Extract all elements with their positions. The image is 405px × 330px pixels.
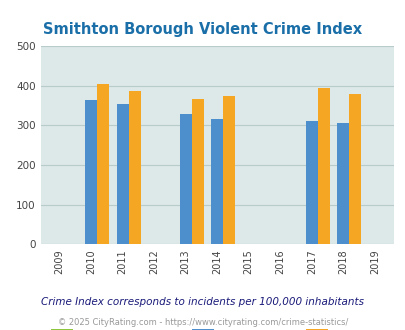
Bar	[348, 94, 360, 244]
Bar	[317, 88, 329, 244]
Bar	[97, 84, 109, 244]
Bar	[85, 100, 97, 244]
Bar	[211, 119, 223, 244]
Text: © 2025 CityRating.com - https://www.cityrating.com/crime-statistics/: © 2025 CityRating.com - https://www.city…	[58, 318, 347, 327]
Text: Smithton Borough Violent Crime Index: Smithton Borough Violent Crime Index	[43, 22, 362, 37]
Bar	[305, 121, 317, 244]
Text: Crime Index corresponds to incidents per 100,000 inhabitants: Crime Index corresponds to incidents per…	[41, 297, 364, 307]
Bar	[116, 104, 128, 244]
Legend: Smithton Borough, Pennsylvania, National: Smithton Borough, Pennsylvania, National	[46, 325, 387, 330]
Bar	[191, 99, 203, 244]
Bar	[179, 114, 191, 244]
Bar	[223, 96, 234, 244]
Bar	[128, 91, 140, 244]
Bar	[337, 123, 348, 244]
